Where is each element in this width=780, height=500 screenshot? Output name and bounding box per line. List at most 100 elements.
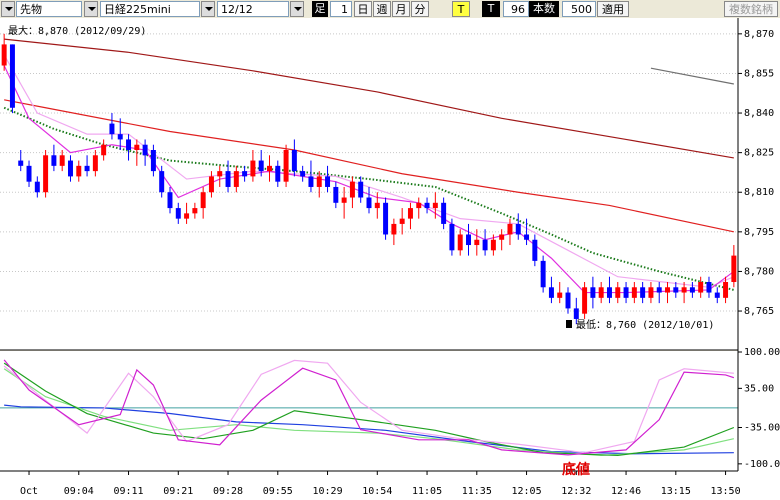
line-series: [3, 359, 734, 454]
main-panel: [0, 18, 738, 350]
candle-body: [540, 260, 546, 288]
candle-body: [18, 160, 24, 166]
candle-body: [51, 155, 57, 166]
min-annotation: 最低：8,760 (2012/10/01): [576, 318, 714, 331]
date-select[interactable]: 12/12: [217, 1, 289, 17]
bottom-annotation: 底値: [562, 461, 590, 478]
day-button[interactable]: 日: [354, 1, 372, 17]
dropdown-arrow[interactable]: [1, 1, 15, 17]
candle-body: [349, 181, 355, 198]
axis-area: [738, 18, 780, 500]
candle-body: [184, 213, 190, 219]
candle-body: [325, 176, 331, 187]
candle-body: [499, 234, 505, 240]
candle-body: [606, 287, 612, 298]
plot-layer: [0, 33, 738, 457]
month-button[interactable]: 月: [392, 1, 410, 17]
candle-body: [731, 255, 737, 282]
dropdown-arrow[interactable]: [201, 1, 215, 17]
x-tick-label: 09:21: [163, 486, 193, 497]
candle-body: [623, 287, 629, 298]
y-tick-label: 8,765: [744, 306, 774, 317]
y-tick-label: 8,840: [744, 108, 774, 119]
candle-body: [416, 202, 422, 209]
x-tick-label: 09:55: [263, 486, 293, 497]
candle-body: [275, 165, 281, 182]
candle-body: [615, 287, 621, 298]
candle-body: [126, 139, 132, 150]
x-tick-label: 11:35: [462, 486, 492, 497]
candle-body: [706, 282, 712, 293]
bar-count[interactable]: 1: [330, 1, 352, 17]
candle-body: [698, 282, 704, 293]
min-marker: [566, 320, 572, 328]
candle-body: [84, 165, 90, 172]
candle-body: [557, 292, 563, 298]
candle-body: [43, 155, 49, 193]
candle-body: [648, 287, 654, 298]
y-tick-label: 8,855: [744, 68, 774, 79]
candle-body: [665, 287, 671, 293]
candle-body: [681, 287, 687, 293]
candle-body: [175, 208, 181, 219]
line-series: [3, 359, 735, 456]
candle-body: [9, 44, 15, 108]
candle-body: [689, 287, 695, 293]
candle-body: [640, 287, 646, 298]
week-button[interactable]: 週: [373, 1, 391, 17]
candle-body: [258, 160, 264, 172]
dropdown-arrow[interactable]: [84, 1, 98, 17]
candle-body: [267, 165, 272, 172]
candle-body: [150, 150, 156, 172]
candle-body: [291, 150, 297, 172]
x-tick-label: 09:04: [64, 486, 94, 497]
candle-body: [507, 223, 513, 235]
candle-body: [159, 171, 165, 193]
candle-body: [714, 292, 720, 298]
candle-body: [631, 287, 637, 298]
candle-body: [134, 144, 140, 150]
candle-body: [192, 208, 198, 214]
y-tick-label: -35.00: [744, 422, 780, 433]
candle-body: [449, 223, 455, 251]
y-tick-label: -100.00: [744, 459, 780, 470]
dropdown-arrow[interactable]: [290, 1, 304, 17]
line-series: [3, 368, 734, 457]
x-tick-label: Oct: [20, 486, 38, 497]
x-axis-area: [0, 471, 738, 500]
candle-body: [573, 308, 579, 319]
candle-body: [59, 155, 65, 166]
candle-body: [142, 144, 148, 156]
candle-body: [548, 287, 554, 298]
candle-body: [76, 165, 82, 177]
x-tick-label: 09:11: [113, 486, 143, 497]
x-tick-label: 12:05: [511, 486, 541, 497]
candle-body: [358, 181, 364, 198]
y-tick-label: 8,810: [744, 187, 774, 198]
candle-body: [466, 234, 471, 246]
symbol-select[interactable]: 日経225mini: [100, 1, 200, 17]
tick-count[interactable]: 96: [503, 1, 529, 17]
candle-body: [316, 176, 322, 187]
candle-body: [200, 192, 206, 209]
candle-body: [242, 171, 248, 177]
x-tick-label: 12:32: [561, 486, 591, 497]
candle-body: [283, 150, 289, 182]
multi-button[interactable]: 複数銘柄: [724, 1, 778, 17]
candle-body: [656, 287, 662, 293]
count-value[interactable]: 500: [562, 1, 596, 17]
candle-body: [432, 202, 438, 209]
candle-body: [167, 192, 173, 209]
candle-body: [109, 123, 115, 135]
market-select[interactable]: 先物: [16, 1, 82, 17]
candle-body: [582, 287, 588, 314]
candle-body: [391, 223, 397, 235]
tick-button[interactable]: T: [452, 1, 470, 17]
max-annotation: 最大：8,870 (2012/09/29): [8, 24, 146, 37]
candle-body: [673, 287, 679, 293]
candle-body: [598, 287, 604, 298]
apply-button[interactable]: 適用: [597, 1, 629, 17]
minute-button[interactable]: 分: [411, 1, 429, 17]
